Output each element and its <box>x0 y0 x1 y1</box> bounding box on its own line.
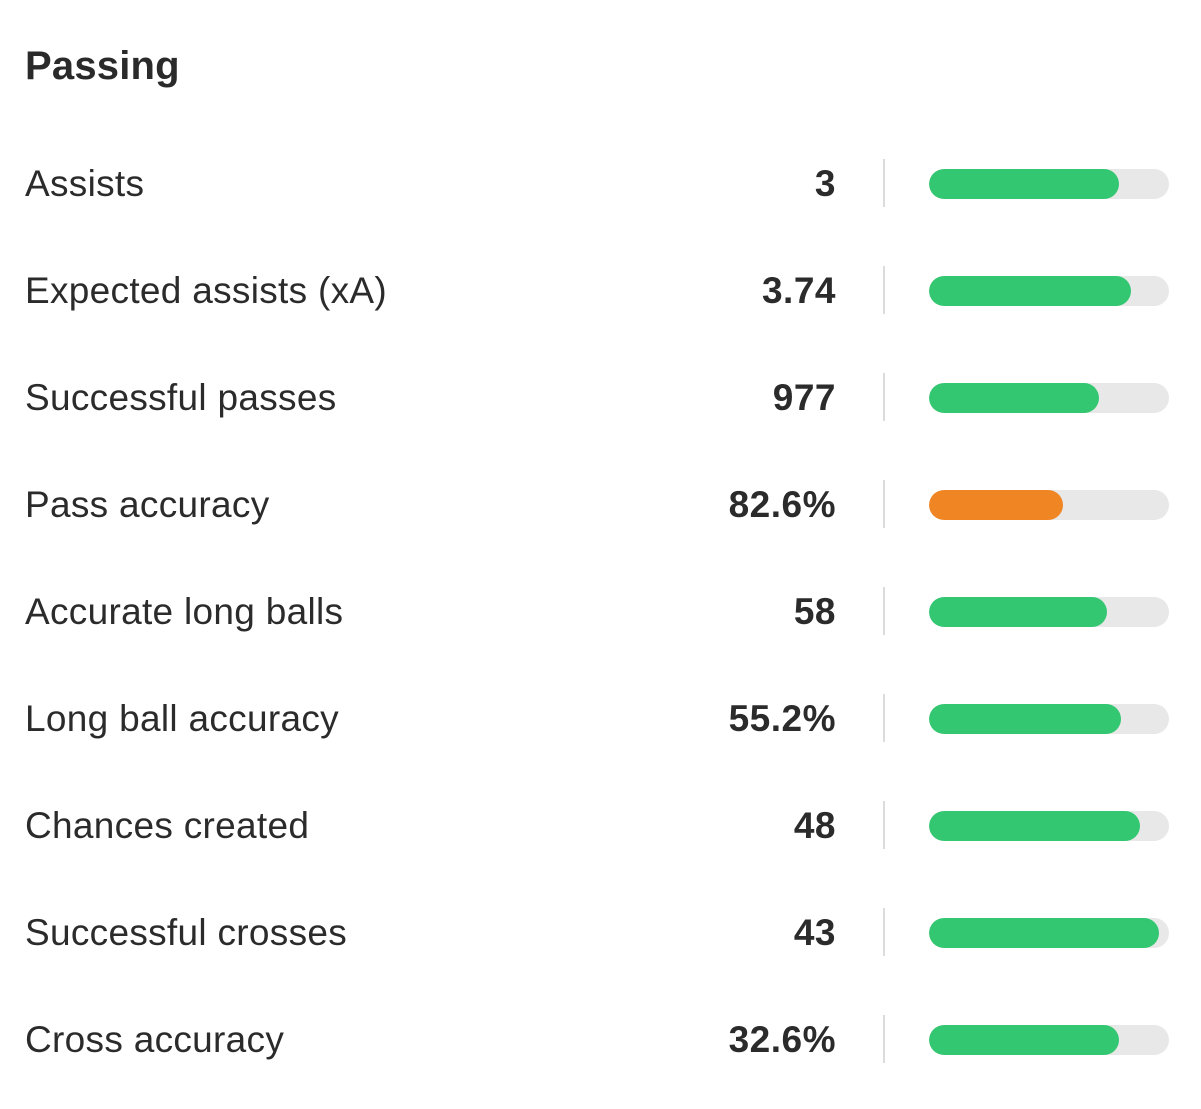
percentile-bar-fill <box>929 811 1141 841</box>
percentile-bar <box>929 490 1169 520</box>
divider <box>883 480 885 528</box>
percentile-bar <box>929 811 1169 841</box>
percentile-bar-fill <box>929 276 1131 306</box>
stat-value: 48 <box>793 805 836 846</box>
percentile-bar-fill <box>929 1025 1119 1055</box>
stat-row-accurate-long-balls[interactable]: Accurate long balls 58 <box>0 558 1201 665</box>
stat-label: Chances created <box>25 805 310 846</box>
percentile-bar <box>929 276 1169 306</box>
divider <box>883 694 885 742</box>
divider <box>883 1015 885 1063</box>
stat-row-chances-created[interactable]: Chances created 48 <box>0 772 1201 879</box>
percentile-bar-fill <box>929 918 1160 948</box>
stat-label: Long ball accuracy <box>25 698 339 739</box>
stat-value: 3.74 <box>761 270 836 311</box>
passing-stats-list: Assists 3 Expected assists (xA) 3.74 Suc… <box>0 130 1201 1093</box>
divider <box>883 373 885 421</box>
percentile-bar-fill <box>929 383 1100 413</box>
divider <box>883 587 885 635</box>
stat-label: Successful crosses <box>25 912 348 953</box>
percentile-bar-fill <box>929 704 1121 734</box>
percentile-bar-fill <box>929 169 1119 199</box>
stat-row-successful-passes[interactable]: Successful passes 977 <box>0 344 1201 451</box>
divider <box>883 266 885 314</box>
stat-row-pass-accuracy[interactable]: Pass accuracy 82.6% <box>0 451 1201 558</box>
stat-row-expected-assists[interactable]: Expected assists (xA) 3.74 <box>0 237 1201 344</box>
stat-row-cross-accuracy[interactable]: Cross accuracy 32.6% <box>0 986 1201 1093</box>
percentile-bar-fill <box>929 490 1064 520</box>
divider <box>883 908 885 956</box>
stat-row-assists[interactable]: Assists 3 <box>0 130 1201 237</box>
percentile-bar <box>929 1025 1169 1055</box>
percentile-bar <box>929 704 1169 734</box>
stat-label: Successful passes <box>25 377 337 418</box>
stat-label: Accurate long balls <box>25 591 344 632</box>
stat-value: 977 <box>772 377 836 418</box>
stat-value: 55.2% <box>728 698 836 739</box>
section-title: Passing <box>25 44 180 88</box>
stat-label: Assists <box>25 163 145 204</box>
percentile-bar <box>929 918 1169 948</box>
percentile-bar <box>929 597 1169 627</box>
stat-label: Expected assists (xA) <box>25 270 388 311</box>
percentile-bar <box>929 169 1169 199</box>
stat-value: 43 <box>793 912 836 953</box>
divider <box>883 159 885 207</box>
stat-label: Pass accuracy <box>25 484 270 525</box>
divider <box>883 801 885 849</box>
stat-value: 82.6% <box>728 484 836 525</box>
stat-value: 3 <box>814 163 836 204</box>
percentile-bar <box>929 383 1169 413</box>
stat-label: Cross accuracy <box>25 1019 285 1060</box>
percentile-bar-fill <box>929 597 1107 627</box>
stat-row-long-ball-accuracy[interactable]: Long ball accuracy 55.2% <box>0 665 1201 772</box>
stat-value: 58 <box>793 591 836 632</box>
stat-value: 32.6% <box>728 1019 836 1060</box>
stat-row-successful-crosses[interactable]: Successful crosses 43 <box>0 879 1201 986</box>
